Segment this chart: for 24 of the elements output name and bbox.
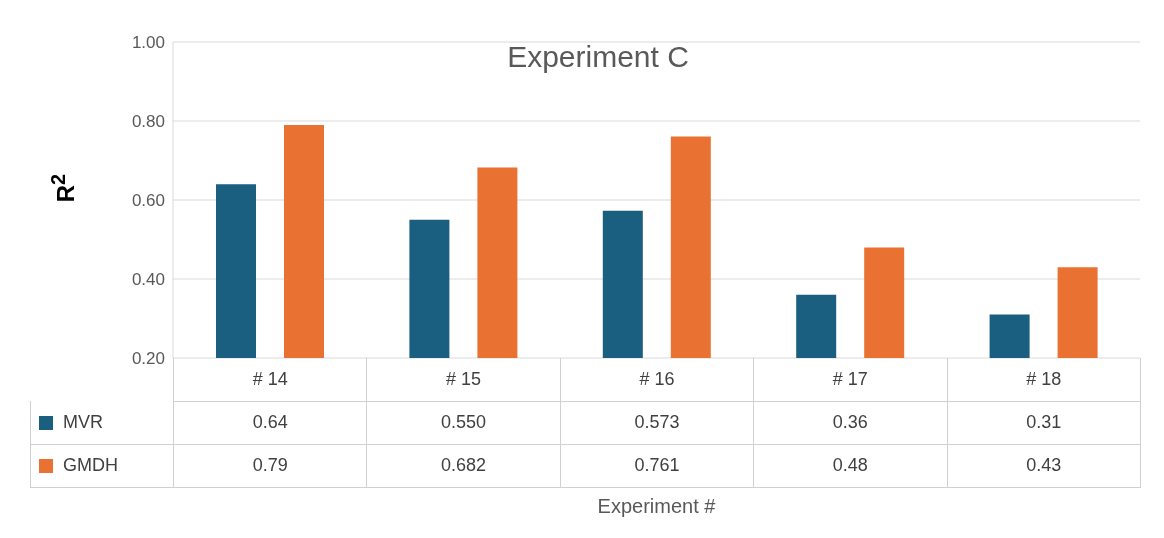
x-tick-label: # 18 (947, 358, 1141, 401)
data-label: 0.682 (367, 444, 561, 487)
data-label: 0.43 (947, 444, 1141, 487)
data-label: 0.36 (754, 401, 948, 444)
data-label: 0.550 (367, 401, 561, 444)
data-label: 0.64 (174, 401, 368, 444)
data-label: 0.48 (754, 444, 948, 487)
y-tick-label: 1.00 (131, 33, 165, 53)
x-tick-label: # 16 (560, 358, 755, 401)
y-tick-label: 0.40 (131, 270, 165, 290)
y-tick-label: 0.80 (131, 112, 165, 132)
y-tick-label: 0.60 (131, 191, 165, 211)
legend-label: GMDH (63, 455, 118, 476)
data-label: 0.79 (174, 444, 368, 487)
legend-label: MVR (63, 412, 103, 433)
text: Experiment # (596, 495, 717, 518)
x-tick-label: # 14 (174, 358, 368, 401)
y-tick-label: 0.20 (131, 349, 165, 369)
data-label: 0.573 (560, 401, 755, 444)
x-tick-label: # 15 (367, 358, 561, 401)
x-tick-label: # 17 (754, 358, 948, 401)
data-label: 0.31 (947, 401, 1141, 444)
chart-title: Experiment C (506, 40, 690, 74)
data-label: 0.761 (560, 444, 755, 487)
